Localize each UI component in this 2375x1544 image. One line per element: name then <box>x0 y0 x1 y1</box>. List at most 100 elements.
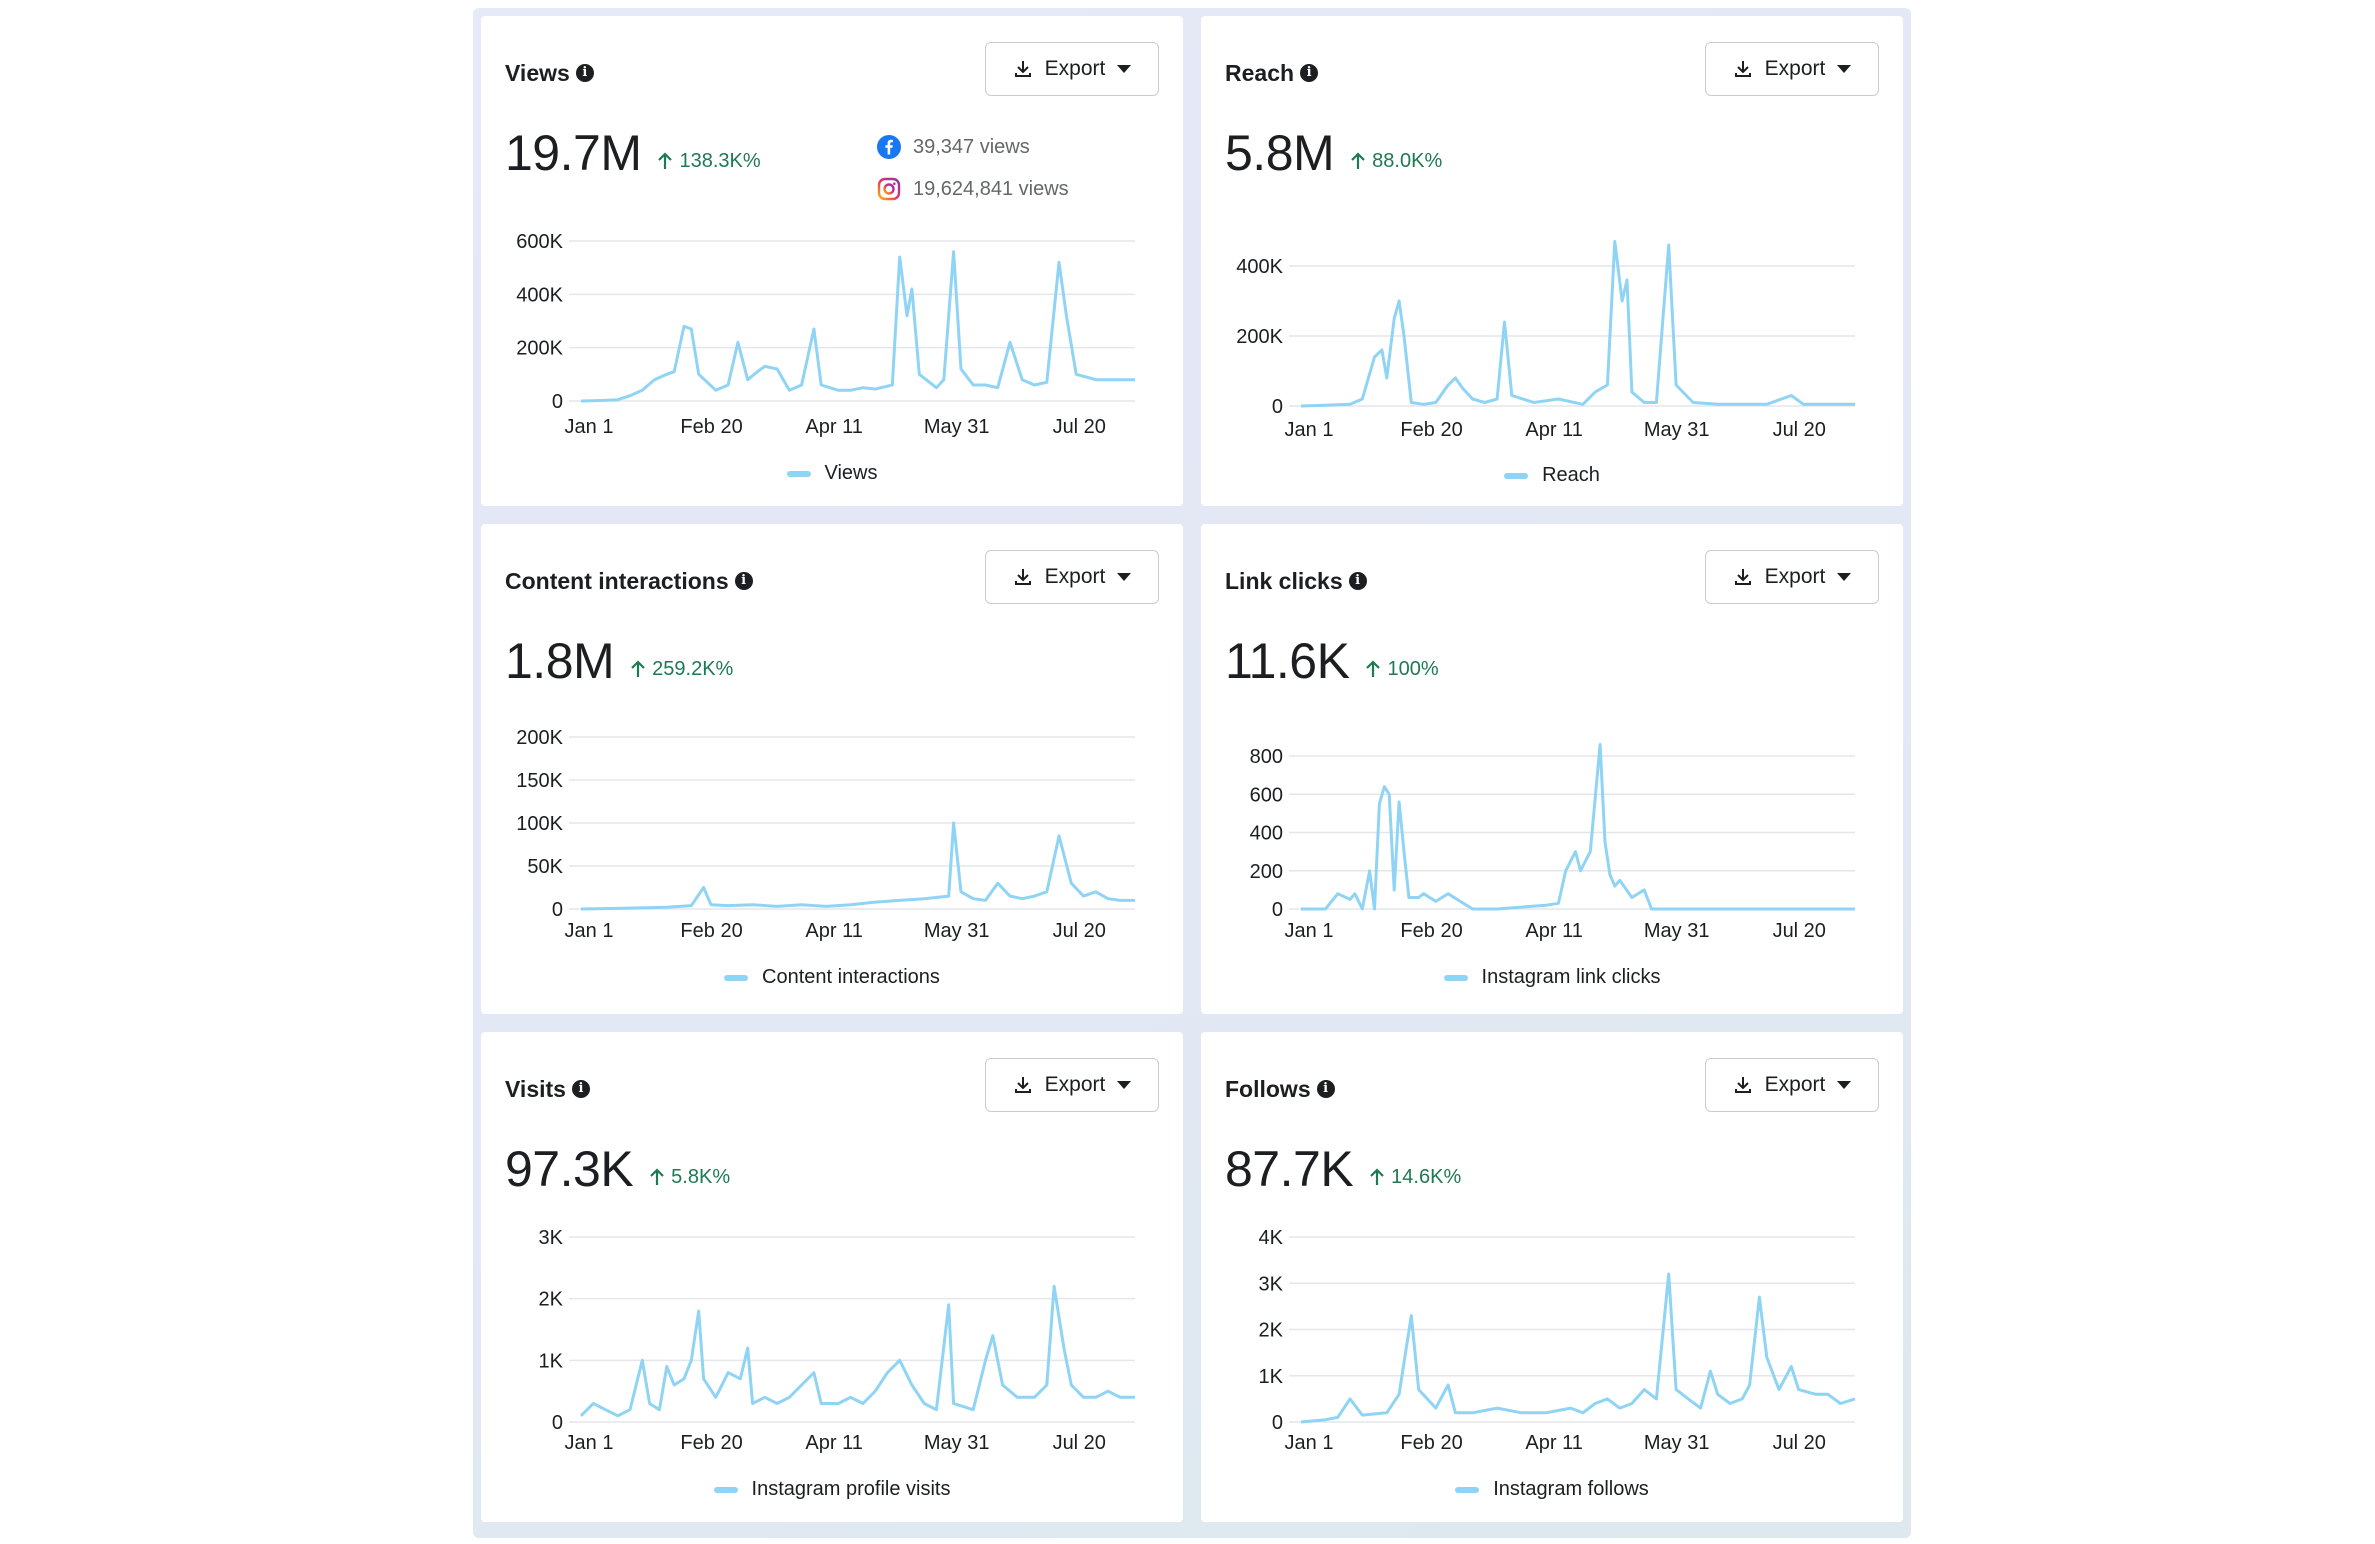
y-tick-label: 3K <box>539 1227 564 1249</box>
link-clicks-chart: 0 200 400 600 800 Jan 1 Feb 20 Apr 11 May 31 Jul … <box>1250 743 1855 942</box>
legend-swatch <box>786 470 811 477</box>
export-button[interactable]: Export <box>985 550 1159 604</box>
y-tick-label: 4K <box>1259 1227 1284 1249</box>
legend-swatch <box>1504 472 1529 479</box>
x-tick-label: Jul 20 <box>1773 1432 1826 1454</box>
x-tick-label: Apr 11 <box>1525 920 1582 942</box>
platform-row-facebook: 39,347 views <box>877 126 1069 168</box>
x-tick-label: Jan 1 <box>1285 419 1334 441</box>
download-icon <box>1014 1077 1031 1093</box>
export-button[interactable]: Export <box>985 42 1159 96</box>
info-icon[interactable]: i <box>1348 572 1367 590</box>
x-tick-label: May 31 <box>924 920 990 942</box>
x-tick-label: Feb 20 <box>680 1432 742 1454</box>
y-tick-label: 1K <box>1259 1366 1284 1388</box>
metric-value: 1.8M <box>505 633 615 689</box>
card-title: Reach i <box>1225 58 1319 88</box>
metric: 1.8M 259.2K% <box>505 632 733 690</box>
export-label: Export <box>1764 565 1826 588</box>
legend-swatch <box>1455 1486 1480 1493</box>
download-icon <box>1014 569 1031 585</box>
metric: 19.7M 138.3K% <box>505 124 761 182</box>
x-tick-label: Jan 1 <box>565 416 614 438</box>
y-tick-label: 0 <box>552 1412 563 1434</box>
views-chart: 0 200K 400K 600K Jan 1 Feb 20 Apr 11 May 31 Jul … <box>516 231 1135 438</box>
metric-change: 259.2K% <box>630 658 733 681</box>
info-icon[interactable]: i <box>1316 1080 1335 1098</box>
metric-change: 14.6K% <box>1369 1166 1461 1189</box>
metric: 87.7K 14.6K% <box>1225 1140 1461 1198</box>
series-line <box>580 250 1135 403</box>
chart-legend: Reach <box>1201 464 1903 487</box>
y-tick-label: 0 <box>1272 1412 1283 1434</box>
metric-change-text: 5.8K% <box>671 1165 731 1188</box>
y-tick-label: 400K <box>516 284 563 306</box>
chart-legend: Instagram follows <box>1201 1478 1903 1501</box>
metric-change-text: 88.0K% <box>1372 149 1443 172</box>
series-line <box>580 821 1135 911</box>
facebook-views: 39,347 views <box>913 135 1030 158</box>
link-clicks-card: Link clicks i Export 11.6K 100% 0 200 400 6… <box>1201 524 1903 1014</box>
info-icon[interactable]: i <box>571 1080 590 1098</box>
y-tick-label: 0 <box>552 391 563 413</box>
x-tick-label: May 31 <box>1644 419 1710 441</box>
y-tick-label: 400K <box>1236 256 1283 278</box>
reach-card: Reach i Export 5.8M 88.0K% 0 200K 400K Jan … <box>1201 16 1903 506</box>
y-tick-label: 400 <box>1250 823 1283 845</box>
metric-value: 11.6K <box>1225 633 1350 689</box>
y-tick-label: 200K <box>516 727 563 749</box>
chart-legend: Instagram link clicks <box>1201 966 1903 989</box>
x-tick-label: May 31 <box>1644 920 1710 942</box>
x-tick-label: Feb 20 <box>680 416 742 438</box>
export-button[interactable]: Export <box>985 1058 1159 1112</box>
metric-value: 19.7M <box>505 125 642 181</box>
y-tick-label: 50K <box>527 856 563 878</box>
content-interactions-chart: 0 50K 100K 150K 200K Jan 1 Feb 20 Apr 11 May 31 J… <box>516 727 1135 942</box>
x-tick-label: Jul 20 <box>1773 419 1826 441</box>
info-icon[interactable]: i <box>575 64 594 82</box>
legend-label: Reach <box>1542 464 1600 486</box>
y-tick-label: 0 <box>552 899 563 921</box>
arrow-up-icon <box>1351 152 1365 169</box>
metric-change-text: 14.6K% <box>1391 1165 1462 1188</box>
download-icon <box>1014 61 1031 77</box>
arrow-up-icon <box>658 152 673 169</box>
x-tick-label: Jul 20 <box>1053 1432 1106 1454</box>
arrow-up-icon <box>1370 1168 1384 1185</box>
export-button[interactable]: Export <box>1705 42 1879 96</box>
info-icon[interactable]: i <box>1300 64 1319 82</box>
y-tick-label: 150K <box>516 770 563 792</box>
export-label: Export <box>1044 1073 1106 1096</box>
info-icon[interactable]: i <box>734 572 753 590</box>
card-title: Content interactions i <box>505 566 753 596</box>
export-label: Export <box>1764 1073 1826 1096</box>
export-button[interactable]: Export <box>1705 1058 1879 1112</box>
facebook-icon <box>877 135 901 159</box>
x-tick-label: Jan 1 <box>565 920 614 942</box>
legend-label: Instagram follows <box>1493 1478 1649 1500</box>
metric: 11.6K 100% <box>1225 632 1439 690</box>
caret-down-icon <box>1837 65 1852 73</box>
y-tick-label: 100K <box>516 813 563 835</box>
metric-value: 87.7K <box>1225 1141 1354 1197</box>
series-line <box>1300 1272 1856 1424</box>
x-tick-label: Jul 20 <box>1053 920 1106 942</box>
x-tick-label: Feb 20 <box>680 920 742 942</box>
x-tick-label: Jul 20 <box>1053 416 1106 438</box>
reach-chart: 0 200K 400K Jan 1 Feb 20 Apr 11 May 31 Jul 20 <box>1236 240 1855 441</box>
views-card: Views i Export 19.7M 138.3K% 39,347 view… <box>481 16 1183 506</box>
card-title: Visits i <box>505 1074 590 1104</box>
export-label: Export <box>1044 565 1106 588</box>
caret-down-icon <box>1117 65 1132 73</box>
series-line <box>1300 240 1855 408</box>
export-label: Export <box>1044 57 1106 80</box>
x-tick-label: Jan 1 <box>565 1432 614 1454</box>
arrow-up-icon <box>631 660 645 677</box>
export-button[interactable]: Export <box>1705 550 1879 604</box>
card-title: Link clicks i <box>1225 566 1367 596</box>
instagram-icon <box>877 177 901 201</box>
x-tick-label: Feb 20 <box>1400 920 1462 942</box>
card-title: Views i <box>505 58 594 88</box>
y-tick-label: 600K <box>516 231 563 253</box>
insights-board: Views i Export 19.7M 138.3K% 39,347 view… <box>473 8 1911 1538</box>
